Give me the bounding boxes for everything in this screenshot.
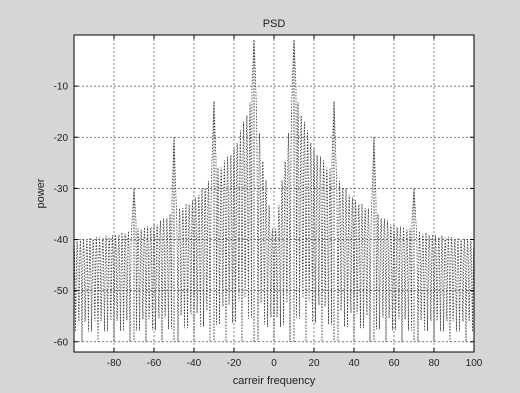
x-axis: -80 -60 -40 -20 0 20 40 60 80 100 xyxy=(107,35,483,369)
y-axis: -10 -20 -30 -40 -50 -60 xyxy=(54,82,474,348)
x-tick-label: 60 xyxy=(388,358,400,369)
x-tick-label: -20 xyxy=(227,358,242,369)
chart-title: PSD xyxy=(263,18,286,30)
y-tick-label: -30 xyxy=(54,184,69,195)
grid-lines xyxy=(74,35,474,352)
x-axis-label: carreir frequency xyxy=(233,375,316,387)
x-tick-label: -60 xyxy=(147,358,162,369)
y-tick-label: -40 xyxy=(54,235,69,246)
y-tick-label: -20 xyxy=(54,133,69,144)
x-tick-label: 20 xyxy=(308,358,320,369)
x-tick-label: -80 xyxy=(107,358,122,369)
x-tick-label: 80 xyxy=(428,358,440,369)
x-tick-label: 100 xyxy=(466,358,483,369)
y-tick-label: -60 xyxy=(54,337,69,348)
x-tick-label: 0 xyxy=(271,358,277,369)
x-tick-label: -40 xyxy=(187,358,202,369)
y-tick-label: -50 xyxy=(54,286,69,297)
y-tick-label: -10 xyxy=(54,82,69,93)
y-axis-label: power xyxy=(35,178,47,208)
series-psd xyxy=(73,40,475,342)
x-tick-label: 40 xyxy=(348,358,360,369)
